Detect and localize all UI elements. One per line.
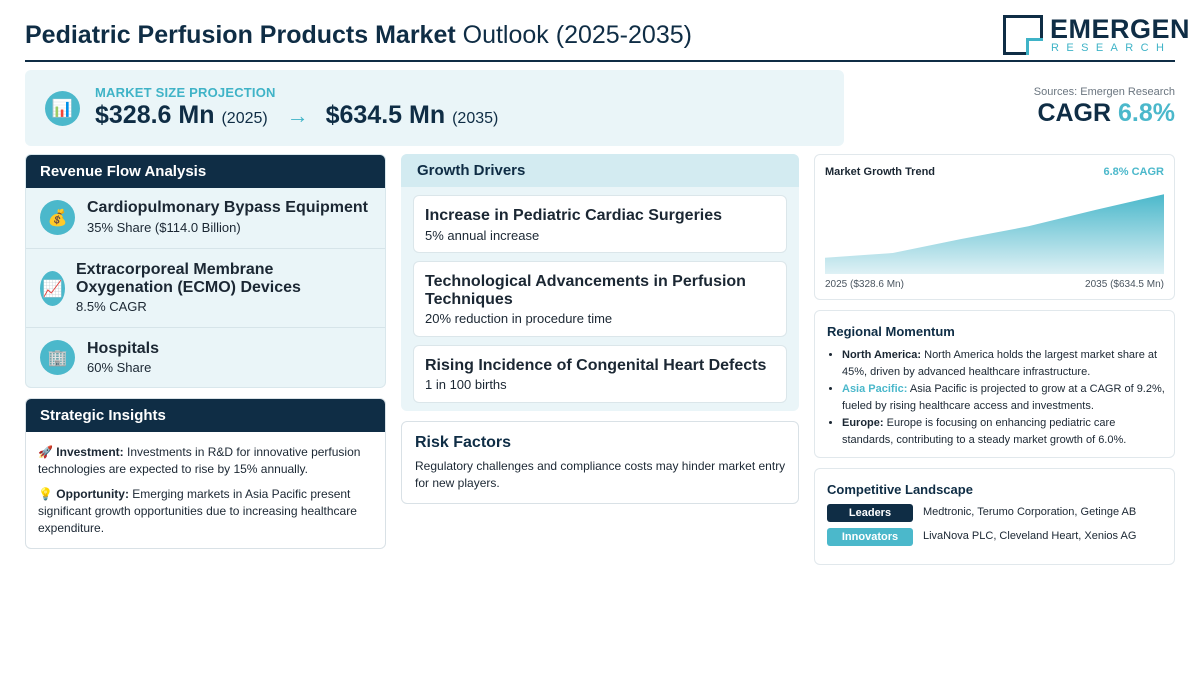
driver-subtitle: 1 in 100 births [425, 377, 507, 392]
competitor-names: Medtronic, Terumo Corporation, Getinge A… [923, 506, 1137, 518]
start-value: $328.6 Mn [95, 101, 215, 129]
sources-text: Sources: Emergen Research [1033, 86, 1175, 98]
leaders-badge: Leaders [827, 504, 913, 522]
risk-factors-title: Risk Factors [415, 434, 512, 451]
revenue-item-title: Hospitals [87, 340, 160, 357]
arrow-right-icon: → [286, 103, 309, 128]
start-year: (2025) [221, 110, 268, 127]
competitor-row: Leaders Medtronic, Terumo Corporation, G… [827, 504, 1167, 522]
driver-card: Increase in Pediatric Cardiac Surgeries … [413, 195, 787, 253]
innovators-badge: Innovators [827, 528, 913, 546]
trend-title: Market Growth Trend [825, 166, 936, 178]
trend-area-chart [825, 194, 1164, 274]
market-size-banner: 📊 MARKET SIZE PROJECTION $328.6 Mn (2025… [25, 70, 844, 146]
revenue-item: 📈 Extracorporeal Membrane Oxygenation (E… [26, 249, 385, 328]
region-item: Asia Pacific: Asia Pacific is projected … [842, 381, 1167, 415]
trend-end-label: 2035 ($634.5 Mn) [1085, 279, 1164, 290]
page-title-bold: Pediatric Perfusion Products Market [25, 21, 456, 49]
region-item: North America: North America holds the l… [842, 347, 1167, 381]
region-text: Asia Pacific is projected to grow at a C… [842, 383, 1165, 412]
driver-subtitle: 20% reduction in procedure time [425, 311, 613, 326]
revenue-flow-panel: Revenue Flow Analysis 💰 Cardiopulmonary … [25, 154, 386, 388]
cagr-label: CAGR [1037, 99, 1112, 127]
money-bag-icon: 💰 [40, 200, 75, 235]
cagr-headline: CAGR 6.8% [1034, 99, 1175, 128]
regional-list: North America: North America holds the l… [842, 347, 1167, 449]
region-name: Asia Pacific: [842, 383, 908, 395]
driver-card: Technological Advancements in Perfusion … [413, 261, 787, 337]
region-name: North America: [842, 349, 922, 361]
risk-factors-text: Regulatory challenges and compliance cos… [415, 459, 786, 490]
competitor-names: LivaNova PLC, Cleveland Heart, Xenios AG [923, 530, 1137, 542]
region-item: Europe: Europe is focusing on enhancing … [842, 415, 1167, 449]
competitor-row: Innovators LivaNova PLC, Cleveland Heart… [827, 528, 1167, 546]
regional-momentum-panel: Regional Momentum North America: North A… [814, 310, 1175, 458]
lightbulb-icon: 💡 [38, 487, 53, 501]
page-title: Pediatric Perfusion Products Market Outl… [25, 21, 692, 50]
risk-factors-panel: Risk Factors Regulatory challenges and c… [401, 421, 799, 504]
logo-sub-text: RESEARCH [1051, 42, 1172, 54]
region-text: North America holds the largest market s… [842, 349, 1158, 378]
driver-title: Technological Advancements in Perfusion … [425, 273, 746, 308]
driver-subtitle: 5% annual increase [425, 228, 540, 243]
driver-card: Rising Incidence of Congenital Heart Def… [413, 345, 787, 403]
insight-text: Investments in R&D for innovative perfus… [38, 445, 361, 476]
driver-title: Rising Incidence of Congenital Heart Def… [425, 357, 767, 374]
revenue-item: 💰 Cardiopulmonary Bypass Equipment 35% S… [26, 188, 385, 249]
revenue-item-subtitle: 35% Share ($114.0 Billion) [87, 220, 241, 235]
insight-opportunity: 💡 Opportunity: Emerging markets in Asia … [26, 486, 385, 537]
market-size-values: $328.6 Mn (2025) → $634.5 Mn (2035) [95, 101, 498, 130]
revenue-item-subtitle: 8.5% CAGR [76, 299, 147, 314]
regional-momentum-title: Regional Momentum [827, 324, 955, 339]
market-growth-trend-card: Market Growth Trend 6.8% CAGR 2025 ($328… [814, 154, 1175, 300]
insight-investment: 🚀 Investment: Investments in R&D for inn… [26, 444, 385, 478]
revenue-item-subtitle: 60% Share [87, 360, 152, 375]
page-title-light: Outlook (2025-2035) [462, 21, 692, 49]
cagr-summary: Sources: Emergen Research CAGR 6.8% [1034, 86, 1175, 128]
strategic-insights-title: Strategic Insights [26, 399, 385, 432]
insight-text: Emerging markets in Asia Pacific present… [38, 487, 357, 535]
revenue-item: 🏢 Hospitals 60% Share [26, 328, 385, 387]
driver-title: Increase in Pediatric Cardiac Surgeries [425, 207, 723, 224]
rocket-icon: 🚀 [38, 445, 53, 459]
revenue-item-title: Cardiopulmonary Bypass Equipment [87, 199, 368, 216]
header: Pediatric Perfusion Products Market Outl… [25, 12, 1190, 62]
region-name: Europe: [842, 417, 884, 429]
logo-main-text: EMERGEN [1050, 14, 1191, 44]
trend-area-series [825, 194, 1164, 274]
competitive-landscape-title: Competitive Landscape [827, 482, 973, 497]
revenue-flow-title: Revenue Flow Analysis [26, 155, 385, 188]
trend-start-label: 2025 ($328.6 Mn) [825, 279, 904, 290]
end-value: $634.5 Mn [325, 101, 446, 129]
bar-chart-icon: 📊 [45, 91, 80, 126]
market-size-label: MARKET SIZE PROJECTION [95, 85, 276, 100]
insight-label: Investment: [56, 445, 124, 459]
revenue-item-title: Extracorporeal Membrane Oxygenation (ECM… [76, 261, 301, 296]
cagr-value: 6.8% [1118, 99, 1175, 127]
hospital-icon: 🏢 [40, 340, 75, 375]
trending-chart-icon: 📈 [40, 271, 65, 306]
emergen-logo: EMERGEN RESEARCH [1003, 14, 1190, 58]
growth-drivers-title: Growth Drivers [401, 154, 799, 187]
logo-mark-icon [1003, 15, 1043, 55]
trend-cagr: 6.8% CAGR [1103, 166, 1164, 178]
region-text: Europe is focusing on enhancing pediatri… [842, 417, 1127, 446]
growth-drivers-panel: Growth Drivers Increase in Pediatric Car… [401, 154, 799, 411]
end-year: (2035) [452, 110, 499, 127]
strategic-insights-panel: Strategic Insights 🚀 Investment: Investm… [25, 398, 386, 549]
insight-label: Opportunity: [56, 487, 129, 501]
competitive-landscape-panel: Competitive Landscape Leaders Medtronic,… [814, 468, 1175, 565]
